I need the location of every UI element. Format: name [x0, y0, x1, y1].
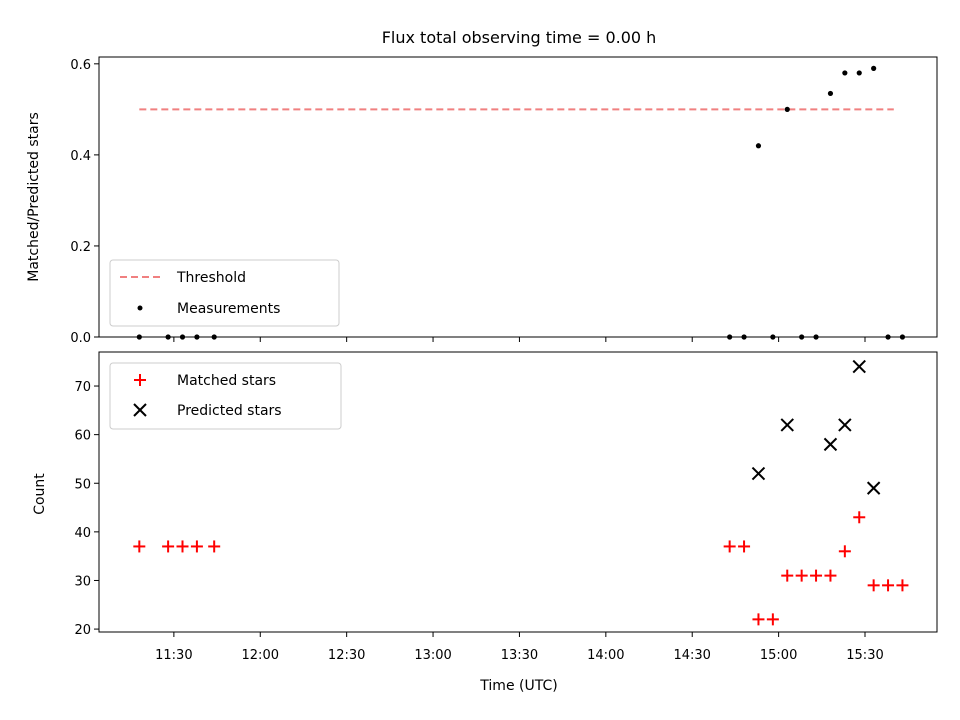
- predicted-stars-point: [866, 481, 881, 495]
- measurement-point: [136, 334, 142, 340]
- matched-stars-point: [752, 613, 765, 626]
- measurement-point: [799, 334, 805, 340]
- matched-stars-point: [190, 540, 203, 553]
- panel-count-y-label: Count: [32, 473, 48, 515]
- matched-stars-point: [867, 579, 880, 592]
- panel-ratio-y-label: Matched/Predicted stars: [26, 112, 42, 282]
- y-tick-label: 0.6: [70, 58, 91, 73]
- legend-matched-label: Matched stars: [177, 373, 276, 389]
- measurement-point: [899, 334, 906, 340]
- legend-measurements-label: Measurements: [177, 301, 280, 317]
- legend-measurements-swatch: [137, 305, 143, 311]
- measurement-point: [827, 90, 834, 97]
- matched-stars-point: [795, 569, 808, 582]
- panel-ratio-x-ticks: [173, 337, 866, 342]
- measurement-point: [842, 70, 848, 76]
- x-tick-label: 13:30: [501, 648, 538, 663]
- legend-ratio-frame: [109, 259, 340, 327]
- measurement-point: [871, 65, 877, 71]
- x-tick-label: 15:30: [846, 648, 883, 663]
- y-tick-label: 40: [74, 526, 91, 541]
- matched-stars-point: [810, 569, 823, 582]
- panel-ratio-frame: [98, 56, 938, 338]
- measurement-point: [770, 334, 776, 340]
- y-tick-label: 70: [74, 380, 91, 395]
- legend-matched-swatch: [134, 374, 146, 386]
- measurement-point: [165, 334, 171, 340]
- legend-count: Matched stars Predicted stars: [109, 362, 342, 430]
- matched-stars-point: [853, 511, 866, 524]
- predicted-stars-point: [838, 418, 852, 432]
- predicted-stars-point: [852, 359, 866, 374]
- x-axis-label: Time (UTC): [479, 678, 557, 694]
- matched-stars-point: [882, 579, 895, 592]
- y-tick-label: 30: [74, 574, 91, 589]
- panel-count-x-ticks: 11:30 12:00 12:30 13:00 13:30 14:00 14:30 15:00…: [155, 632, 884, 663]
- matched-stars-point: [208, 540, 221, 553]
- matched-stars-point: [738, 540, 751, 553]
- x-tick-label: 14:00: [587, 648, 624, 663]
- matched-stars-point: [781, 569, 794, 582]
- x-tick-label: 12:00: [242, 648, 279, 663]
- y-tick-label: 0.2: [70, 240, 91, 255]
- predicted-stars-point: [751, 466, 766, 481]
- measurement-point: [856, 70, 862, 76]
- matched-stars-point: [896, 579, 909, 592]
- matched-stars-point: [133, 540, 146, 553]
- panel-count: 20 30 40 50 60 70 11:30 12:00 12:30 13:00 13:30 14…: [32, 351, 938, 694]
- x-tick-label: 15:00: [760, 648, 797, 663]
- measurement-point: [194, 334, 200, 340]
- x-tick-label: 12:30: [328, 648, 365, 663]
- measurement-points: [136, 65, 906, 340]
- y-tick-label: 50: [74, 477, 91, 492]
- x-tick-label: 11:30: [155, 648, 192, 663]
- matched-stars-point: [723, 540, 736, 553]
- legend-threshold-label: Threshold: [176, 270, 246, 286]
- y-tick-label: 20: [74, 623, 91, 638]
- matched-stars-point: [766, 613, 779, 626]
- measurement-point: [741, 334, 747, 340]
- matched-stars-point: [176, 540, 189, 553]
- predicted-stars-point: [823, 437, 838, 452]
- count-points: [133, 359, 909, 626]
- measurement-point: [727, 334, 733, 340]
- y-tick-label: 0.4: [70, 149, 91, 164]
- legend-ratio: Threshold Measurements: [109, 259, 340, 327]
- panel-count-frame: [98, 351, 938, 633]
- measurement-point: [179, 334, 186, 340]
- measurement-point: [813, 334, 819, 340]
- measurement-point: [885, 334, 891, 340]
- legend-count-frame: [109, 362, 342, 430]
- panel-ratio: 0.0 0.2 0.4 0.6 Matched/Predicted stars Thr…: [26, 56, 938, 346]
- panel-count-y-ticks: 20 30 40 50 60 70: [74, 380, 99, 638]
- matched-stars-point: [824, 569, 837, 582]
- measurement-point: [755, 143, 762, 149]
- y-tick-label: 60: [74, 429, 91, 444]
- measurement-point: [784, 106, 790, 112]
- matched-stars-point: [838, 545, 851, 558]
- x-tick-label: 14:30: [673, 648, 710, 663]
- y-tick-label: 0.0: [70, 331, 91, 346]
- panel-ratio-y-ticks: 0.0 0.2 0.4 0.6: [70, 58, 99, 346]
- legend-predicted-swatch: [133, 403, 147, 417]
- x-tick-label: 13:00: [414, 648, 451, 663]
- legend-predicted-label: Predicted stars: [177, 403, 282, 419]
- chart-title: Flux total observing time = 0.00 h: [382, 28, 657, 47]
- matched-stars-point: [162, 540, 175, 553]
- measurement-point: [211, 334, 217, 340]
- predicted-stars-point: [780, 418, 794, 432]
